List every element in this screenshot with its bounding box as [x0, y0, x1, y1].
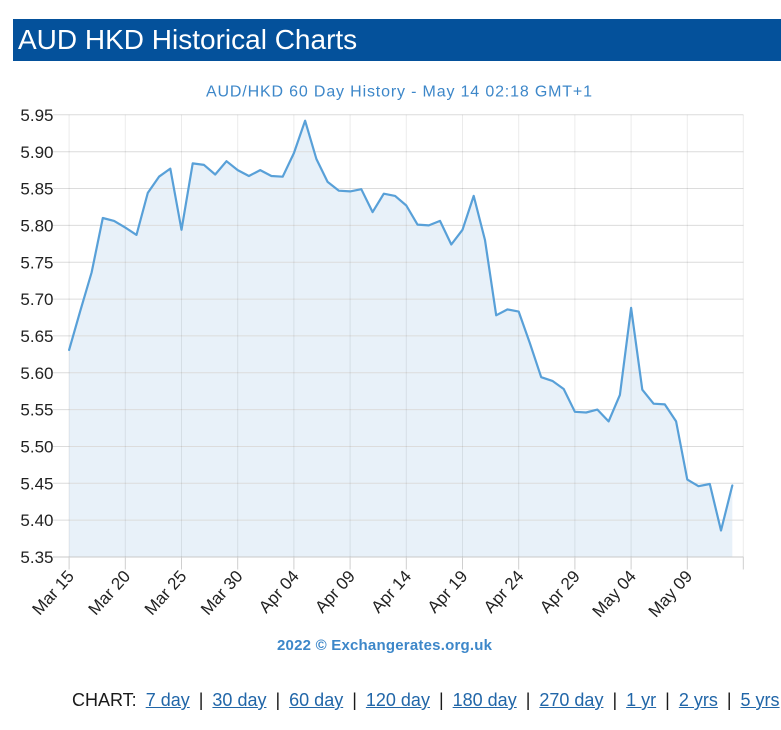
svg-text:Apr 14: Apr 14 [368, 567, 416, 617]
svg-text:Mar 30: Mar 30 [197, 567, 247, 619]
svg-text:5.40: 5.40 [20, 511, 53, 530]
svg-text:5.75: 5.75 [20, 253, 53, 272]
svg-text:5.50: 5.50 [20, 438, 53, 457]
svg-text:Apr 04: Apr 04 [255, 567, 303, 617]
svg-text:5.95: 5.95 [20, 106, 53, 125]
svg-text:5.45: 5.45 [20, 474, 53, 493]
svg-text:Apr 09: Apr 09 [311, 567, 359, 617]
svg-text:5.65: 5.65 [20, 327, 53, 346]
svg-text:5.55: 5.55 [20, 401, 53, 420]
svg-text:AUD/HKD 60 Day History - May 1: AUD/HKD 60 Day History - May 14 02:18 GM… [206, 84, 592, 101]
svg-text:2022 © Exchangerates.org.uk: 2022 © Exchangerates.org.uk [277, 637, 493, 654]
svg-text:Apr 24: Apr 24 [480, 567, 528, 617]
svg-text:Mar 15: Mar 15 [28, 567, 78, 619]
svg-text:5.70: 5.70 [20, 290, 53, 309]
svg-text:Mar 20: Mar 20 [85, 567, 135, 619]
svg-text:5.60: 5.60 [20, 364, 53, 383]
svg-text:5.80: 5.80 [20, 217, 53, 236]
svg-text:May 04: May 04 [589, 567, 640, 621]
svg-text:5.90: 5.90 [20, 143, 53, 162]
svg-text:Apr 19: Apr 19 [424, 567, 472, 617]
svg-text:5.85: 5.85 [20, 180, 53, 199]
svg-text:Mar 25: Mar 25 [141, 567, 191, 619]
svg-text:5.35: 5.35 [20, 548, 53, 567]
svg-text:Apr 29: Apr 29 [536, 567, 584, 617]
svg-text:May 09: May 09 [645, 567, 696, 621]
